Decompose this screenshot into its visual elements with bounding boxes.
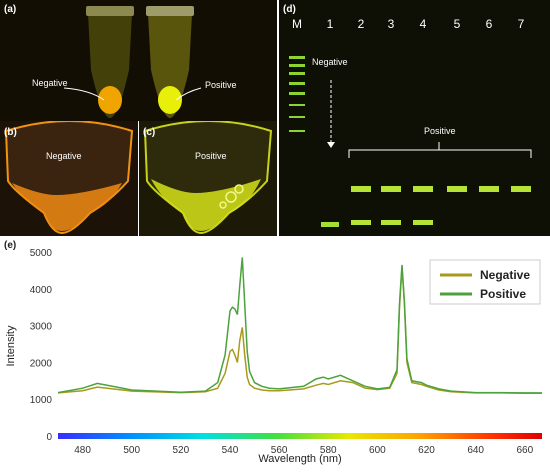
y-axis-title: Intensity xyxy=(5,325,17,366)
y-tick-label: 5000 xyxy=(30,248,53,259)
negative-liquid-icon xyxy=(98,86,122,114)
lane-label-m: M xyxy=(292,17,302,31)
lane-label-1: 1 xyxy=(326,17,334,31)
x-tick-label: 480 xyxy=(74,445,91,456)
panel-a-tubes-photo: (a) Negative Positive xyxy=(0,0,277,121)
panel-b-label: (b) xyxy=(4,127,17,138)
wavelength-color-bar xyxy=(58,433,542,439)
positive-tube-bottom-illustration xyxy=(143,121,273,235)
y-tick-label: 3000 xyxy=(30,322,53,333)
lane-label-2: 2 xyxy=(357,17,365,31)
legend-negative-text: Negative xyxy=(480,268,530,282)
x-tick-label: 540 xyxy=(222,445,239,456)
negative-tube-bottom-illustration xyxy=(4,121,134,235)
panel-c-text: Positive xyxy=(195,151,227,161)
series-line-positive xyxy=(57,257,542,394)
series-line-negative xyxy=(57,266,542,395)
x-tick-label: 500 xyxy=(123,445,140,456)
x-tick-label: 560 xyxy=(271,445,288,456)
lane-label-3: 3 xyxy=(387,17,395,31)
positive-tube-icon xyxy=(148,14,192,118)
y-tick-label: 4000 xyxy=(30,285,53,296)
panel-b-text: Negative xyxy=(46,151,82,161)
legend-positive-text: Positive xyxy=(480,287,526,301)
x-tick-label: 580 xyxy=(320,445,337,456)
chart-legend: Negative Positive xyxy=(429,259,541,305)
panel-a-label: (a) xyxy=(4,4,17,15)
positive-pointer-arrow xyxy=(175,87,202,101)
x-tick-label: 620 xyxy=(418,445,435,456)
chart-series xyxy=(57,257,542,395)
panel-e-label: (e) xyxy=(4,240,17,251)
y-tick-label: 0 xyxy=(46,432,52,443)
gel-illustration xyxy=(289,56,532,227)
lane-label-6: 6 xyxy=(485,17,493,31)
y-tick-label: 2000 xyxy=(30,358,53,369)
tubes-illustration xyxy=(63,6,202,118)
negative-tube-icon xyxy=(88,14,132,118)
chart-axes: 0 1000 2000 3000 4000 5000 480 500 520 540 560 580 6… xyxy=(30,248,534,456)
x-tick-label: 520 xyxy=(172,445,189,456)
panel-e-spectrum-chart: 0 1000 2000 3000 4000 5000 480 500 520 540 560 580 6… xyxy=(0,238,550,472)
lane-label-4: 4 xyxy=(419,17,427,31)
negative-pointer-arrow xyxy=(63,87,105,101)
positive-tube-label: Positive xyxy=(205,80,237,90)
panel-d-gel-image: (d) M 1 2 3 4 5 6 7 Negative Positive xyxy=(279,0,550,236)
x-tick-label: 600 xyxy=(369,445,386,456)
gel-positive-label: Positive xyxy=(424,126,456,136)
y-tick-label: 1000 xyxy=(30,395,53,406)
panel-c-positive-tube-bottom: (c) Positive xyxy=(139,121,277,236)
x-tick-label: 640 xyxy=(467,445,484,456)
gel-negative-label: Negative xyxy=(312,57,348,67)
spectrum-chart-svg: 0 1000 2000 3000 4000 5000 480 500 520 540 560 580 6… xyxy=(5,248,542,465)
positive-liquid-icon xyxy=(158,86,182,114)
positive-tube-cap-icon xyxy=(146,6,194,16)
panel-d-label: (d) xyxy=(283,4,296,15)
panel-b-negative-tube-bottom: (b) Negative xyxy=(0,121,138,236)
positive-bracket xyxy=(348,149,532,158)
x-tick-label: 660 xyxy=(516,445,533,456)
negative-tube-cap-icon xyxy=(86,6,134,16)
x-axis-title: Wavelength (nm) xyxy=(258,453,341,465)
negative-tube-label: Negative xyxy=(32,78,68,88)
panel-c-label: (c) xyxy=(143,127,156,138)
lane-label-5: 5 xyxy=(453,17,461,31)
lane-label-7: 7 xyxy=(517,17,525,31)
